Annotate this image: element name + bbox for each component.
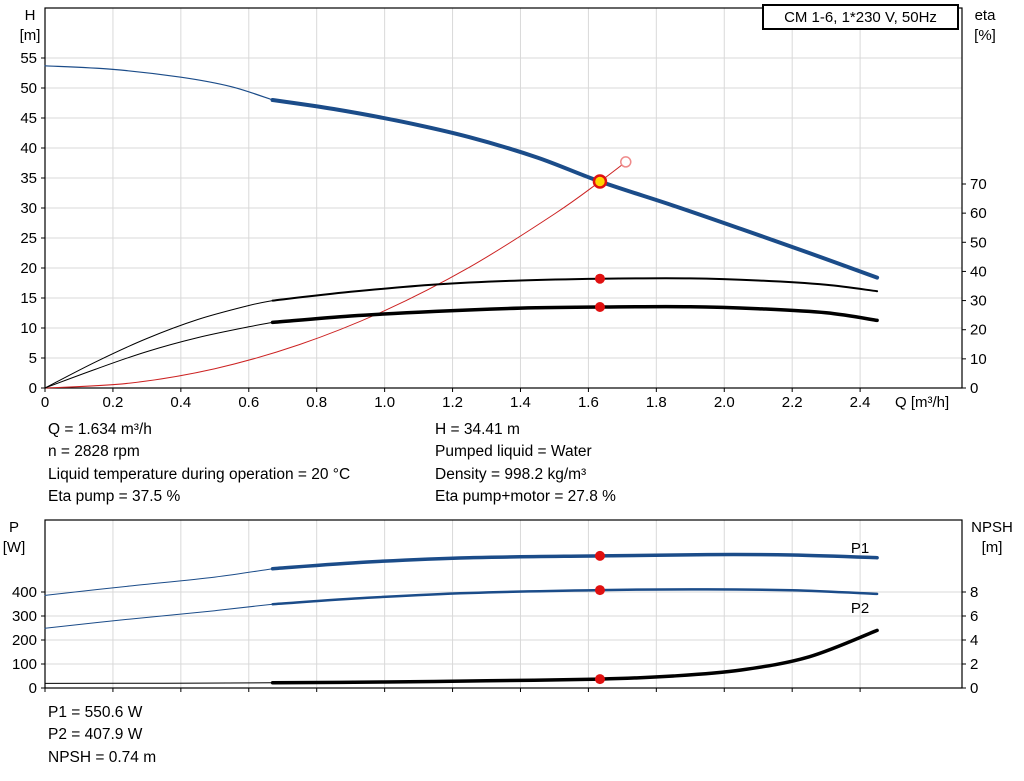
npsh-duty-marker	[594, 674, 605, 685]
y-right-tick-label: 50	[970, 234, 987, 251]
y-left-tick-label: 20	[20, 260, 37, 277]
y-right-axis-title: NPSH	[971, 519, 1013, 536]
y-left-axis-title: [W]	[3, 539, 26, 556]
curve-p1-lead	[44, 568, 274, 596]
x-tick-label: 2.0	[714, 394, 735, 411]
y-right-tick-label: 2	[970, 656, 978, 673]
y-right-axis-title: eta	[975, 7, 997, 24]
curve-label-p2: P2	[851, 600, 869, 617]
y-left-tick-label: 45	[20, 110, 37, 127]
curve-eta-motor-lead	[44, 321, 274, 389]
info-speed: n = 2828 rpm	[48, 443, 140, 461]
y-right-tick-label: 30	[970, 293, 987, 310]
x-tick-label: 0.8	[306, 394, 327, 411]
info-flow: Q = 1.634 m³/h	[48, 421, 152, 438]
y-right-tick-label: 20	[970, 322, 987, 339]
curve-p1	[270, 552, 879, 571]
info-eta-pump-motor: Eta pump+motor = 27.8 %	[435, 488, 616, 506]
y-left-axis-title: P	[9, 519, 19, 536]
eta-motor-duty-marker	[594, 301, 605, 312]
y-left-tick-label: 100	[12, 656, 37, 673]
hq-eta-chart: 0 0.2 0.4 0.6 0.8 1.0 1.2 1.4 1.6 1.8 2.0 2.2 2.4 0 5 1…	[20, 7, 997, 411]
system-curve-end-marker	[620, 156, 632, 168]
x-tick-label: 1.6	[578, 394, 599, 411]
info-density: Density = 998.2 kg/m³	[435, 465, 587, 483]
y-left-tick-label: 50	[20, 80, 37, 97]
y-right-tick-label: 8	[970, 584, 978, 601]
x-tick-label: 0	[41, 394, 49, 411]
power-npsh-chart: 0 100 200 300 400 0 2 4 6 8 P [W] NPSH [m] P1 P2	[3, 519, 1013, 697]
x-tick-label: 1.2	[442, 394, 463, 411]
info-eta-pump: Eta pump = 37.5 %	[48, 488, 181, 506]
y-right-tick-label: 40	[970, 263, 987, 280]
y-left-tick-label: 300	[12, 608, 37, 625]
curve-hq	[270, 98, 880, 280]
result-p1: P1 = 550.6 W	[48, 704, 143, 721]
curve-system	[44, 161, 627, 389]
curve-npsh-lead	[44, 682, 274, 684]
x-tick-label: 0.2	[102, 394, 123, 411]
y-left-tick-label: 200	[12, 632, 37, 649]
operating-point-right-column: H = 34.41 m Pumped liquid = Water Densit…	[435, 419, 616, 509]
curve-npsh	[270, 628, 879, 685]
y-left-tick-label: 55	[20, 50, 37, 67]
y-left-tick-label: 400	[12, 584, 37, 601]
curve-title-box: CM 1-6, 1*230 V, 50Hz	[762, 4, 959, 30]
y-left-tick-label: 15	[20, 290, 37, 307]
y-left-tick-label: 30	[20, 200, 37, 217]
duty-point-marker[interactable]	[592, 174, 608, 189]
y-left-tick-label: 5	[29, 350, 37, 367]
result-p2: P2 = 407.9 W	[48, 726, 143, 744]
y-left-tick-label: 35	[20, 170, 37, 187]
y-left-axis-title: [m]	[20, 27, 41, 44]
p2-duty-marker	[594, 585, 605, 596]
x-tick-label: 2.2	[782, 394, 803, 411]
y-left-tick-label: 0	[29, 380, 37, 397]
p1-duty-marker	[594, 550, 605, 561]
y-right-tick-label: 6	[970, 608, 978, 625]
y-right-tick-label: 0	[970, 380, 978, 397]
plot-border	[44, 7, 963, 389]
curve-eta-pump-lead	[44, 300, 274, 389]
info-liquid-temperature: Liquid temperature during operation = 20…	[48, 465, 351, 483]
y-right-tick-label: 70	[970, 176, 987, 193]
result-npsh: NPSH = 0.74 m	[48, 748, 157, 766]
y-right-axis-title: [%]	[974, 27, 996, 44]
y-right-tick-label: 4	[970, 632, 978, 649]
x-tick-label: 0.4	[170, 394, 191, 411]
x-tick-label: 1.0	[374, 394, 395, 411]
plot-border	[44, 519, 963, 689]
eta-pump-duty-marker	[594, 273, 605, 284]
y-right-axis-title: [m]	[982, 539, 1003, 556]
y-right-tick-label: 0	[970, 680, 978, 697]
y-right-tick-label: 60	[970, 205, 987, 222]
y-right-tick-label: 10	[970, 351, 987, 368]
power-results-block: P1 = 550.6 W P2 = 407.9 W NPSH = 0.74 m	[48, 702, 156, 769]
operating-point-left-column: Q = 1.634 m³/h n = 2828 rpm Liquid tempe…	[48, 419, 350, 509]
x-tick-label: 1.4	[510, 394, 531, 411]
curve-eta-pump	[271, 277, 879, 302]
x-tick-label: 1.8	[646, 394, 667, 411]
x-tick-label: 2.4	[850, 394, 871, 411]
y-left-tick-label: 40	[20, 140, 37, 157]
x-axis-title: Q [m³/h]	[895, 394, 949, 411]
curve-p2-lead	[44, 603, 274, 629]
y-left-tick-label: 25	[20, 230, 37, 247]
y-left-tick-label: 10	[20, 320, 37, 337]
x-tick-label: 0.6	[238, 394, 259, 411]
y-left-axis-title: H	[25, 7, 36, 24]
curve-hq-lead	[44, 65, 274, 101]
curve-label-p1: P1	[851, 540, 869, 557]
y-left-tick-label: 0	[29, 680, 37, 697]
info-head: H = 34.41 m	[435, 421, 520, 438]
info-pumped-liquid: Pumped liquid = Water	[435, 443, 592, 461]
